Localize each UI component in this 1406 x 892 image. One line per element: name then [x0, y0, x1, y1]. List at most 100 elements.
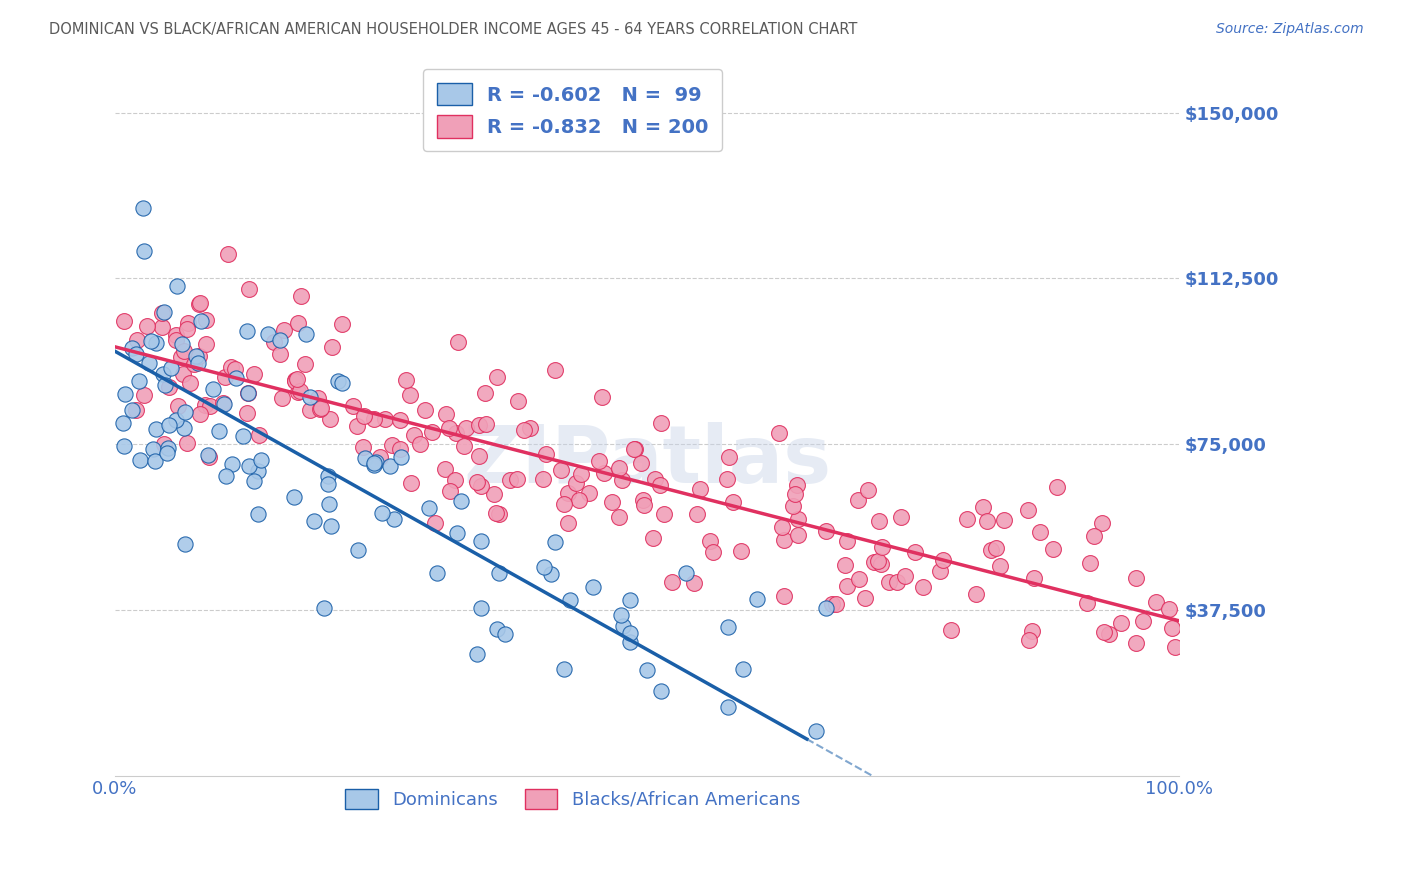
Point: [166, 279, 188, 293]
Point: [112, 314, 135, 328]
Point: [600, 495, 623, 509]
Point: [787, 511, 810, 525]
Point: [506, 472, 529, 486]
Point: [443, 473, 465, 487]
Point: [648, 478, 671, 492]
Point: [190, 314, 212, 328]
Point: [176, 322, 198, 336]
Point: [145, 422, 167, 436]
Point: [716, 472, 738, 486]
Point: [853, 591, 876, 606]
Point: [150, 306, 173, 320]
Point: [506, 394, 529, 409]
Point: [388, 442, 411, 456]
Point: [283, 490, 305, 504]
Point: [368, 450, 391, 464]
Point: [188, 407, 211, 421]
Point: [955, 512, 977, 526]
Point: [544, 363, 567, 377]
Text: DOMINICAN VS BLACK/AFRICAN AMERICAN HOUSEHOLDER INCOME AGES 45 - 64 YEARS CORREL: DOMINICAN VS BLACK/AFRICAN AMERICAN HOUS…: [49, 22, 858, 37]
Point: [965, 587, 987, 601]
Point: [485, 507, 508, 521]
Point: [988, 559, 1011, 574]
Point: [1159, 602, 1181, 616]
Point: [125, 347, 148, 361]
Point: [212, 396, 235, 410]
Point: [486, 622, 509, 636]
Point: [444, 425, 467, 440]
Point: [121, 341, 143, 355]
Point: [273, 323, 295, 337]
Point: [470, 601, 492, 615]
Point: [446, 525, 468, 540]
Point: [418, 501, 440, 516]
Point: [1125, 636, 1147, 650]
Point: [1109, 616, 1132, 631]
Point: [453, 439, 475, 453]
Point: [187, 357, 209, 371]
Point: [650, 684, 672, 698]
Point: [371, 507, 394, 521]
Point: [389, 413, 412, 427]
Point: [1021, 624, 1043, 638]
Point: [1018, 633, 1040, 648]
Point: [644, 472, 666, 486]
Point: [675, 566, 697, 580]
Point: [929, 564, 952, 578]
Point: [661, 575, 683, 590]
Point: [295, 326, 318, 341]
Point: [426, 566, 449, 580]
Point: [287, 316, 309, 330]
Point: [498, 474, 520, 488]
Point: [650, 416, 672, 430]
Point: [250, 453, 273, 467]
Point: [870, 558, 893, 572]
Point: [394, 373, 416, 387]
Point: [217, 247, 239, 261]
Point: [912, 581, 935, 595]
Point: [731, 662, 754, 676]
Point: [553, 497, 575, 511]
Point: [619, 592, 641, 607]
Point: [150, 320, 173, 334]
Point: [834, 558, 856, 572]
Point: [138, 356, 160, 370]
Point: [159, 360, 181, 375]
Point: [652, 507, 675, 521]
Point: [564, 475, 586, 490]
Point: [993, 513, 1015, 527]
Point: [1125, 571, 1147, 585]
Point: [941, 623, 963, 637]
Point: [607, 461, 630, 475]
Point: [114, 386, 136, 401]
Point: [415, 403, 437, 417]
Point: [730, 544, 752, 558]
Point: [380, 459, 402, 474]
Point: [814, 524, 837, 539]
Point: [488, 508, 510, 522]
Point: [242, 474, 264, 488]
Point: [112, 439, 135, 453]
Point: [389, 450, 412, 465]
Point: [1132, 614, 1154, 628]
Point: [328, 374, 350, 388]
Point: [129, 453, 152, 467]
Point: [257, 326, 280, 341]
Point: [624, 442, 647, 457]
Point: [183, 357, 205, 371]
Point: [153, 377, 176, 392]
Point: [610, 473, 633, 487]
Point: [494, 627, 516, 641]
Point: [423, 516, 446, 530]
Point: [246, 507, 269, 521]
Point: [198, 400, 221, 414]
Point: [404, 428, 426, 442]
Point: [141, 442, 163, 456]
Point: [434, 462, 457, 476]
Point: [399, 476, 422, 491]
Point: [450, 493, 472, 508]
Point: [247, 428, 270, 442]
Point: [420, 425, 443, 439]
Point: [787, 528, 810, 542]
Point: [785, 487, 807, 501]
